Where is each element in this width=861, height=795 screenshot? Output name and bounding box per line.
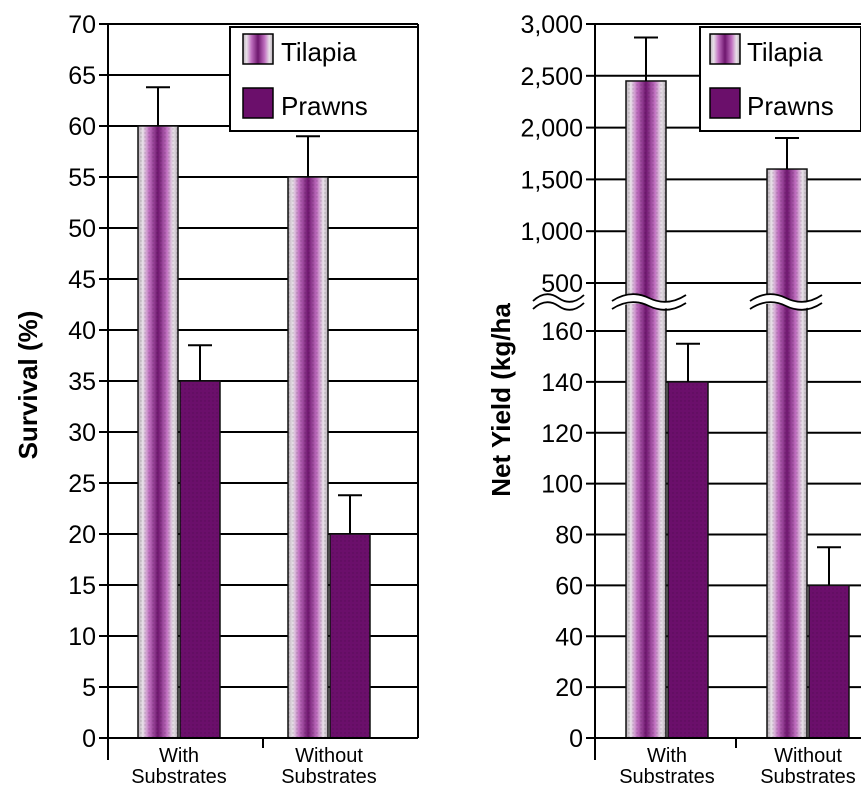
net-yield-axes: 0 20 40 60 80 100 120 140 160 500 1,000 1,500 2,000 2… [520,11,861,788]
y-tick-label-1-500: 1,500 [520,166,583,194]
survival-chart: Survival (%) 0 5 10 15 20 25 30 35 40 45 50 55 60 65 7… [13,11,419,788]
y-tick-label-1-000: 1,000 [520,218,583,246]
legend-label-prawns: Prawns [747,91,834,121]
net-yield-legend: Tilapia Prawns [699,26,861,132]
category-label-with-substrates-line1: With [647,745,687,767]
legend-label-tilapia: Tilapia [747,37,823,67]
survival-y-axis-label: Survival (%) [13,311,43,460]
bar-texture-prawns-with-substrates [668,381,708,738]
category-label-without-substrates-line2: Substrates [281,766,377,788]
bar-texture-prawns-without-substrates [809,585,849,738]
axis-break-mark-bar2-bottom-stroke [749,301,823,311]
y-tick-label-70: 70 [68,11,96,39]
y-tick-label-0: 0 [82,725,96,753]
category-label-without-substrates-line1: Without [295,745,363,767]
y-tick-label-2-500: 2,500 [520,63,583,91]
y-tick-label-50: 50 [68,215,96,243]
y-tick-label-140: 140 [541,369,583,397]
y-tick-label-40: 40 [555,623,583,651]
category-label-with-substrates-line1: With [159,745,199,767]
y-tick-label-0: 0 [569,725,583,753]
legend-label-prawns: Prawns [281,91,368,121]
bar-texture-tilapia-with-substrates [626,80,666,739]
category-label-without-substrates-line2: Substrates [760,766,856,788]
y-tick-label-10: 10 [68,623,96,651]
legend-swatch-tilapia [709,33,741,65]
y-tick-label-100: 100 [541,471,583,499]
axis-break-mark-bar1-bottom-stroke [611,301,687,311]
survival-axes: 0510152025303540455055606570WithSubstrat… [68,11,419,788]
bar-texture-prawns-without-substrates [330,534,370,738]
bar-texture-prawns-with-substrates [180,381,220,738]
y-tick-label-35: 35 [68,368,96,396]
y-tick-label-30: 30 [68,419,96,447]
legend-swatch-prawns [709,87,741,119]
bar-texture-tilapia-without-substrates [767,169,807,739]
bar-texture-tilapia-without-substrates [288,177,328,738]
survival-bars [137,86,371,739]
y-tick-label-20: 20 [555,674,583,702]
axis-break-mark-bar1-top-stroke [611,293,687,303]
axis-break-mark-left [532,293,585,311]
y-tick-label-65: 65 [68,62,96,90]
legend-label-tilapia: Tilapia [281,37,357,67]
y-tick-label-25: 25 [68,470,96,498]
axis-break-mark-left-fill [533,294,584,309]
y-tick-label-120: 120 [541,420,583,448]
axis-break-mark-bar1 [611,293,687,311]
net-yield-bars [532,36,850,739]
axis-break-mark-bar1-fill [612,294,686,309]
axis-break-mark-left-top-stroke [532,293,585,303]
net-yield-chart: Net Yield (kg/ha 0 20 40 60 80 100 120 140 160 50… [486,11,861,788]
bar-texture-tilapia-with-substrates [138,126,178,738]
y-tick-label-55: 55 [68,164,96,192]
net-yield-y-axis-label: Net Yield (kg/ha [486,303,516,497]
y-tick-label-20: 20 [68,521,96,549]
y-tick-label-500: 500 [541,270,583,298]
axis-break-mark-left-bottom-stroke [532,301,585,311]
legend-swatch-tilapia [242,33,274,65]
category-label-without-substrates-line1: Without [774,745,842,767]
y-tick-label-45: 45 [68,266,96,294]
y-tick-label-60: 60 [555,572,583,600]
y-tick-label-60: 60 [68,113,96,141]
y-tick-label-3-000: 3,000 [520,11,583,39]
legend-swatch-prawns [242,87,274,119]
axis-break-mark-bar2 [749,293,823,311]
y-tick-label-160: 160 [541,318,583,346]
survival-legend: Tilapia Prawns [229,26,419,132]
y-tick-label-2-000: 2,000 [520,115,583,143]
y-tick-label-5: 5 [82,674,96,702]
y-tick-label-40: 40 [68,317,96,345]
y-tick-label-15: 15 [68,572,96,600]
axis-break-mark-bar2-fill [750,294,822,309]
axis-break-mark-bar2-top-stroke [749,293,823,303]
category-label-with-substrates-line2: Substrates [131,766,227,788]
category-label-with-substrates-line2: Substrates [619,766,715,788]
y-tick-label-80: 80 [555,522,583,550]
